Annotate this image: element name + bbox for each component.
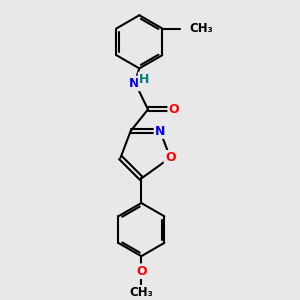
Text: CH₃: CH₃ xyxy=(189,22,213,35)
Text: N: N xyxy=(129,77,140,90)
Text: O: O xyxy=(169,103,179,116)
Text: N: N xyxy=(155,124,165,138)
Text: O: O xyxy=(165,151,175,164)
Text: H: H xyxy=(139,73,149,86)
Text: CH₃: CH₃ xyxy=(130,286,153,299)
Text: O: O xyxy=(136,265,147,278)
